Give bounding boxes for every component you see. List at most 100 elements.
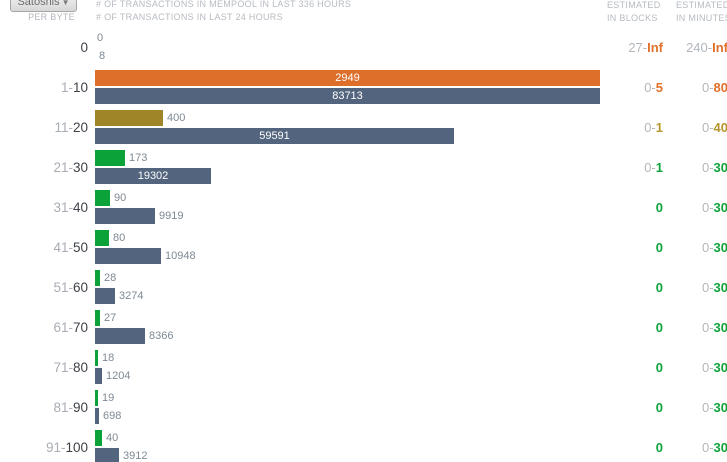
transactions-24h-count-label: 9919: [159, 210, 184, 222]
transactions-24h-count-label: 1204: [106, 370, 131, 382]
blocks-range-value: 0: [655, 400, 663, 415]
mempool-count-label: 28: [104, 272, 117, 284]
blocks-range-prefix: 0-: [644, 160, 656, 175]
estimated-minutes-value: 0-30: [600, 188, 727, 228]
legend-mempool-336h: # OF TRANSACTIONS IN MEMPOOL IN LAST 336…: [96, 0, 352, 9]
unit-subtitle: PER BYTE: [28, 12, 75, 22]
fee-range-upper: 90: [72, 400, 88, 415]
fee-range-label: 41-50: [0, 228, 88, 268]
estimated-minutes-value: 0-30: [600, 268, 727, 308]
mempool-bar: [95, 270, 100, 286]
mempool-bar: [95, 230, 109, 246]
fee-range-label: 21-30: [0, 148, 88, 188]
transactions-24h-bar: [95, 248, 161, 264]
estimated-blocks-value: 0-5: [520, 68, 663, 108]
fee-range-lower: 41-: [53, 240, 73, 255]
blocks-range-value: 1: [655, 160, 663, 175]
fee-range-lower: 31-: [53, 200, 73, 215]
estimated-minutes-value: 240-Inf: [600, 28, 727, 68]
estimated-blocks-value: 0: [520, 428, 663, 462]
fee-range-lower: 91-: [45, 440, 66, 455]
estimated-minutes-value: 0-30: [600, 228, 727, 268]
minutes-range-prefix: 0-: [701, 320, 714, 335]
minutes-range-prefix: 0-: [701, 360, 714, 375]
mempool-count-label: 90: [114, 192, 127, 204]
fee-range-upper: 100: [65, 440, 88, 455]
unit-dropdown-label: Satoshis: [17, 0, 60, 8]
minutes-range-prefix: 0-: [701, 160, 714, 175]
estimated-blocks-value: 0: [520, 268, 663, 308]
fee-range-label: 81-90: [0, 388, 88, 428]
estimated-blocks-value: 0-1: [520, 148, 663, 188]
blocks-range-value: Inf: [647, 40, 663, 55]
minutes-range-value: 30: [713, 200, 727, 215]
minutes-range-prefix: 240-: [686, 40, 713, 55]
fee-range-lower: 1-: [60, 80, 73, 95]
fee-range-upper: 20: [72, 120, 88, 135]
mempool-count-label: 19: [102, 392, 115, 404]
transactions-24h-count-label: 3274: [119, 290, 144, 302]
fee-range-upper: 0: [80, 40, 88, 55]
minutes-range-value: 40: [713, 120, 727, 135]
minutes-range-value: Inf: [712, 40, 727, 55]
estimated-blocks-value: 0: [520, 188, 663, 228]
minutes-range-prefix: 0-: [701, 120, 714, 135]
fee-range-label: 1-10: [0, 68, 88, 108]
fee-range-lower: 71-: [53, 360, 73, 375]
estimated-blocks-value: 0: [520, 348, 663, 388]
mempool-bar: [95, 430, 102, 446]
mempool-bar: [95, 150, 125, 166]
blocks-range-value: 0: [655, 320, 663, 335]
fee-range-lower: 81-: [53, 400, 73, 415]
blocks-range-value: 5: [655, 80, 663, 95]
fee-row: 91-100 40 3912 0 0-30: [0, 428, 727, 462]
fee-range-upper: 60: [72, 280, 88, 295]
minutes-range-value: 80: [713, 80, 727, 95]
minutes-range-value: 30: [713, 440, 727, 455]
legend-last-24h: # OF TRANSACTIONS IN LAST 24 HOURS: [96, 12, 283, 22]
fee-row: 81-90 19 698 0 0-30: [0, 388, 727, 428]
blocks-range-value: 0: [655, 200, 663, 215]
estimated-minutes-value: 0-40: [600, 108, 727, 148]
transactions-24h-count-label: 698: [103, 410, 122, 422]
minutes-range-prefix: 0-: [701, 400, 714, 415]
in-blocks-label: IN BLOCKS: [607, 13, 658, 23]
mempool-count-label: 40: [106, 432, 119, 444]
estimated-blocks-value: 0: [520, 228, 663, 268]
blocks-range-value: 0: [655, 360, 663, 375]
fee-row: 0 0 8 27-Inf 240-Inf: [0, 28, 727, 68]
estimated-blocks-value: 0-1: [520, 108, 663, 148]
minutes-range-prefix: 0-: [701, 80, 714, 95]
fee-row: 41-50 80 10948 0 0-30: [0, 228, 727, 268]
blocks-range-prefix: 0-: [644, 120, 656, 135]
minutes-range-value: 30: [713, 320, 727, 335]
mempool-bar: 2949: [95, 70, 600, 86]
transactions-24h-count-label: 8: [99, 50, 106, 62]
estimated-label: ESTIMATED: [676, 0, 727, 10]
fee-row: 71-80 18 1204 0 0-30: [0, 348, 727, 388]
chevron-down-icon: ▼: [61, 0, 70, 7]
estimated-minutes-value: 0-30: [600, 428, 727, 462]
fee-range-label: 71-80: [0, 348, 88, 388]
mempool-count-label: 18: [102, 352, 115, 364]
fee-row: 11-20 400 59591 0-1 0-40: [0, 108, 727, 148]
unit-dropdown[interactable]: Satoshis ▼: [10, 0, 77, 12]
minutes-range-value: 30: [713, 400, 727, 415]
estimated-minutes-value: 0-30: [600, 148, 727, 188]
fee-range-label: 51-60: [0, 268, 88, 308]
fee-range-upper: 70: [72, 320, 88, 335]
mempool-bar: [95, 190, 110, 206]
transactions-24h-bar: [95, 408, 99, 424]
column-header-estimated-minutes: ESTIMATED IN MINUTES: [676, 0, 727, 25]
fee-range-upper: 80: [72, 360, 88, 375]
fee-range-lower: 61-: [53, 320, 73, 335]
minutes-range-value: 30: [713, 360, 727, 375]
transactions-24h-bar: [95, 448, 119, 462]
fee-range-upper: 40: [72, 200, 88, 215]
fee-range-label: 11-20: [0, 108, 88, 148]
mempool-count-label: 400: [167, 112, 186, 124]
fee-range-lower: 21-: [53, 160, 73, 175]
minutes-range-value: 30: [713, 280, 727, 295]
estimated-minutes-value: 0-30: [600, 388, 727, 428]
minutes-range-prefix: 0-: [701, 280, 714, 295]
